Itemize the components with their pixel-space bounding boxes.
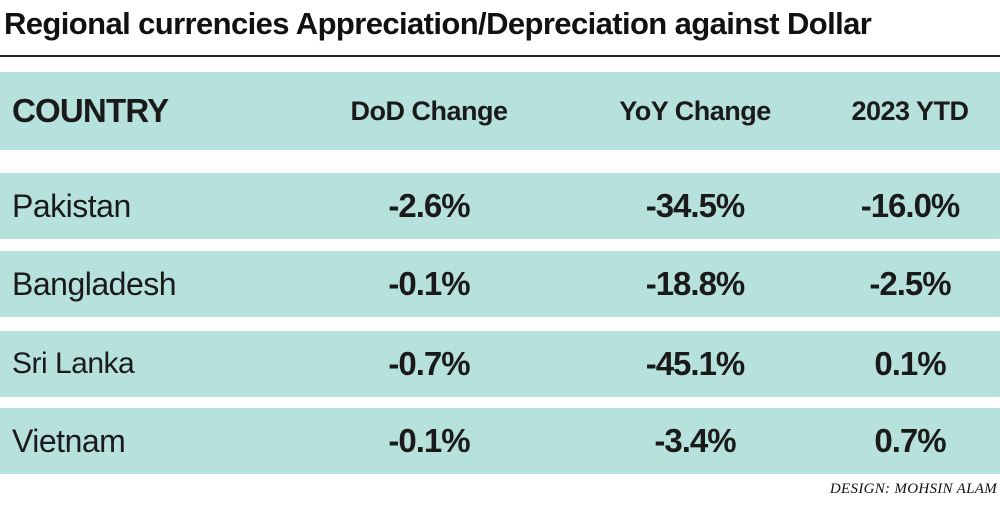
table-row: Bangladesh -0.1% -18.8% -2.5% (0, 251, 1000, 317)
table-row: Sri Lanka -0.7% -45.1% 0.1% (0, 331, 1000, 397)
column-header-yoy: YoY Change (619, 96, 771, 126)
column-header-country: COUNTRY (12, 92, 169, 129)
chart-title: Regional currencies Appreciation/Depreci… (4, 6, 872, 41)
ytd-cell: -16.0% (860, 187, 961, 224)
dod-cell: -0.1% (388, 265, 470, 302)
ytd-cell: 0.1% (874, 345, 946, 382)
yoy-cell: -18.8% (645, 265, 746, 302)
ytd-cell: -2.5% (869, 265, 951, 302)
table-row: Vietnam -0.1% -3.4% 0.7% (0, 408, 1000, 474)
dod-cell: -0.7% (388, 345, 470, 382)
column-header-ytd: 2023 YTD (851, 96, 969, 126)
yoy-cell: -45.1% (645, 345, 746, 382)
title-divider (0, 55, 1000, 57)
country-cell: Pakistan (12, 188, 131, 224)
dod-cell: -2.6% (388, 187, 470, 224)
yoy-cell: -34.5% (645, 187, 746, 224)
country-cell: Sri Lanka (12, 347, 135, 380)
dod-cell: -0.1% (388, 422, 470, 459)
country-cell: Bangladesh (12, 266, 177, 302)
column-header-dod: DoD Change (350, 96, 509, 126)
yoy-cell: -3.4% (654, 422, 736, 459)
table-header: COUNTRY DoD Change YoY Change 2023 YTD (0, 72, 1000, 150)
table-row: Pakistan -2.6% -34.5% -16.0% (0, 173, 1000, 239)
ytd-cell: 0.7% (874, 422, 946, 459)
design-credit: DESIGN: MOHSIN ALAM (829, 481, 997, 497)
country-cell: Vietnam (12, 423, 126, 459)
